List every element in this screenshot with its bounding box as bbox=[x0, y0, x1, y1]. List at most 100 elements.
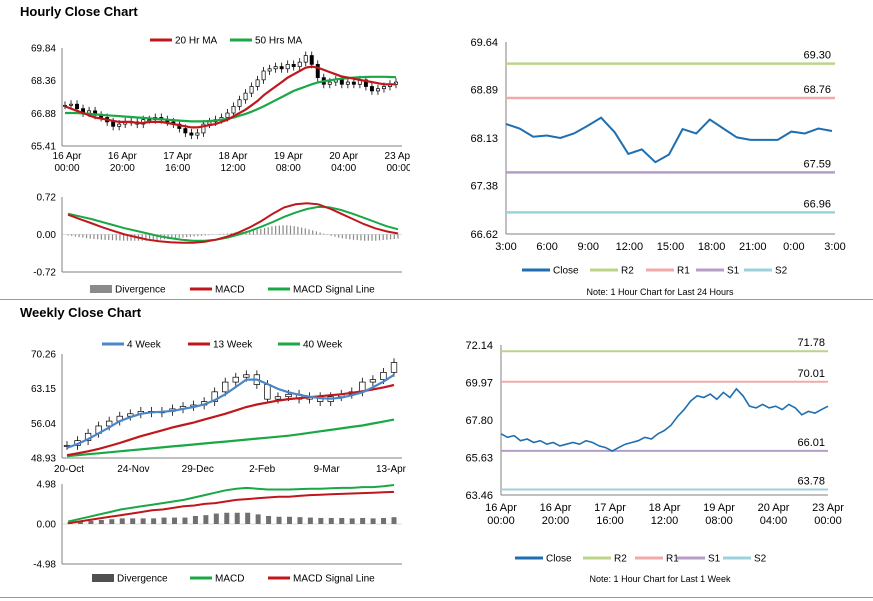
x-tick-label: 3:00 bbox=[495, 241, 516, 253]
x-tick-label: 00:00 bbox=[814, 515, 842, 527]
y-tick-label: 68.89 bbox=[470, 85, 498, 97]
legend-r1-label: R1 bbox=[677, 266, 690, 277]
divergence-bar bbox=[255, 514, 261, 524]
legend-macd-signal-label: MACD Signal Line bbox=[293, 574, 375, 585]
divergence-bar bbox=[286, 516, 292, 524]
legend-close-label: Close bbox=[546, 554, 572, 565]
price-candle bbox=[369, 86, 374, 92]
price-candle bbox=[201, 123, 206, 134]
y-tick-label: 68.13 bbox=[470, 133, 498, 145]
legend-divergence-swatch bbox=[92, 574, 114, 582]
price-candle bbox=[183, 128, 188, 134]
y-tick-label: 66.88 bbox=[31, 109, 56, 120]
divergence-bar bbox=[88, 520, 94, 524]
x-tick-label: 9-Mar bbox=[314, 464, 341, 475]
price-candle bbox=[63, 104, 67, 107]
divergence-bar bbox=[109, 519, 115, 524]
bottom-divider bbox=[0, 597, 873, 598]
x-tick-label: 08:00 bbox=[276, 163, 301, 174]
divergence-bar bbox=[140, 518, 146, 524]
y-tick-label: 65.63 bbox=[465, 453, 493, 465]
price-candle bbox=[309, 55, 314, 65]
price-candle bbox=[351, 81, 356, 85]
y-tick-label: 63.46 bbox=[465, 490, 493, 502]
price-candle bbox=[195, 132, 200, 136]
level-s1-label: 67.59 bbox=[803, 158, 831, 170]
divergence-bar bbox=[234, 512, 240, 524]
weekly-macd-chart: 4.98 0.00 -4.98 Divergence MACD MACD Signal L… bbox=[33, 480, 402, 585]
x-tick-label: 9:00 bbox=[578, 241, 599, 253]
y-tick-label: 63.15 bbox=[31, 384, 56, 395]
x-tick-label: 18 Apr bbox=[649, 502, 681, 514]
hourly-macd-chart: 0.72 0.00 -0.72 Divergence MACD MACD Signal L… bbox=[33, 193, 402, 296]
price-candle bbox=[390, 362, 398, 373]
legend-s1-label: S1 bbox=[708, 554, 721, 565]
price-candle bbox=[339, 79, 344, 85]
x-tick-label: 00:00 bbox=[487, 515, 515, 527]
y-tick-label: 69.97 bbox=[465, 378, 493, 390]
y-tick-label: 0.72 bbox=[37, 193, 57, 204]
level-r2-label: 69.30 bbox=[803, 50, 831, 62]
x-tick-label: 12:00 bbox=[220, 163, 245, 174]
divergence-bar bbox=[297, 517, 303, 524]
x-tick-label: 20-Oct bbox=[54, 464, 84, 475]
price-candle bbox=[232, 376, 239, 383]
x-tick-label: 16 Apr bbox=[485, 502, 517, 514]
x-tick-label: 08:00 bbox=[705, 515, 733, 527]
divergence-bar bbox=[77, 521, 83, 524]
hourly-pivot-chart: 69.64 68.89 68.13 67.38 66.62 69.30 68.76 67.59… bbox=[470, 37, 845, 297]
legend-r1-label: R1 bbox=[666, 554, 679, 565]
weekly-pivot-chart: 72.14 69.97 67.80 65.63 63.46 71.78 70.01 66.01… bbox=[465, 337, 844, 584]
x-tick-label: 24-Nov bbox=[117, 464, 149, 475]
divergence-bar bbox=[182, 517, 188, 524]
price-candle bbox=[231, 106, 236, 114]
y-tick-label: 66.62 bbox=[470, 229, 498, 241]
divergence-bar bbox=[245, 512, 251, 524]
price-candle bbox=[279, 66, 284, 70]
ma13-line bbox=[66, 383, 395, 457]
macd-signal-line bbox=[67, 205, 399, 242]
hourly-section-title: Hourly Close Chart bbox=[20, 4, 138, 19]
divergence-bar bbox=[381, 517, 387, 524]
x-tick-label: 20 Apr bbox=[758, 502, 790, 514]
y-tick-label: 56.04 bbox=[31, 419, 56, 430]
x-tick-label: 12:00 bbox=[651, 515, 679, 527]
divergence-bar bbox=[224, 512, 230, 524]
price-candle bbox=[111, 121, 116, 127]
divergence-bar bbox=[328, 517, 334, 524]
x-tick-label: 17 Apr bbox=[594, 502, 626, 514]
legend-divergence-swatch bbox=[90, 285, 112, 293]
x-tick-label: 00:00 bbox=[54, 163, 79, 174]
x-tick-label: 12:00 bbox=[616, 241, 644, 253]
level-s1-label: 66.01 bbox=[797, 437, 825, 449]
legend-s1-label: S1 bbox=[727, 266, 740, 277]
weekly-section-title: Weekly Close Chart bbox=[20, 305, 142, 320]
x-tick-label: 23 Apr bbox=[812, 502, 844, 514]
price-candle bbox=[303, 55, 308, 63]
x-tick-label: 19 Apr bbox=[274, 151, 304, 162]
divergence-bar bbox=[130, 518, 136, 524]
price-candle bbox=[315, 64, 320, 78]
price-candle bbox=[207, 121, 212, 125]
x-tick-label: 20 Apr bbox=[329, 151, 359, 162]
legend-r2-label: R2 bbox=[621, 266, 634, 277]
divergence-bar bbox=[307, 517, 313, 524]
price-candle bbox=[237, 99, 242, 107]
chart-note: Note: 1 Hour Chart for Last 24 Hours bbox=[586, 287, 734, 297]
legend-13-week-label: 13 Week bbox=[213, 340, 253, 351]
legend-4-week-label: 4 Week bbox=[127, 340, 162, 351]
legend-s2-label: S2 bbox=[775, 266, 788, 277]
x-tick-label: 3:00 bbox=[824, 241, 845, 253]
level-r1-label: 70.01 bbox=[797, 368, 825, 380]
x-tick-label: 16 Apr bbox=[108, 151, 138, 162]
legend-40-week-label: 40 Week bbox=[303, 340, 343, 351]
divergence-bar bbox=[360, 517, 366, 524]
y-tick-label: 70.26 bbox=[31, 350, 56, 361]
x-tick-label: 20:00 bbox=[542, 515, 570, 527]
price-candle bbox=[243, 374, 250, 378]
divergence-bar bbox=[349, 518, 355, 524]
divergence-bar bbox=[339, 517, 345, 524]
x-tick-label: 04:00 bbox=[760, 515, 788, 527]
level-r1-label: 68.76 bbox=[803, 84, 831, 96]
